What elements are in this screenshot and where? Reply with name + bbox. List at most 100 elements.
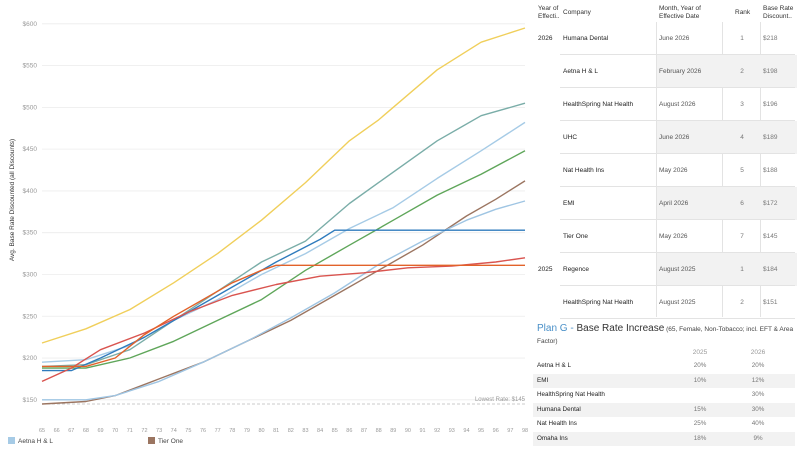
table-row[interactable]: Humana Dental 15% 30%: [533, 402, 795, 417]
row-divider: [560, 153, 795, 154]
increase-title: Plan G - Base Rate Increase (65, Female,…: [537, 323, 797, 347]
x-tick-label: 95: [478, 428, 484, 434]
row-2026: 40%: [751, 420, 765, 427]
table-row[interactable]: Aetna H & L 20% 20%: [533, 359, 795, 373]
row-divider: [560, 318, 795, 319]
row-year: 2025: [538, 266, 553, 273]
series-line-0[interactable]: [41, 27, 526, 344]
header-rank[interactable]: Rank: [735, 9, 751, 16]
row-company: Humana Dental: [563, 35, 609, 42]
table-row[interactable]: EMI April 2026 6 $172: [533, 187, 797, 220]
row-rank: 7: [740, 233, 744, 240]
table-row[interactable]: Aetna H & L February 2026 2 $198: [533, 55, 797, 88]
y-tick-label: $200: [23, 355, 38, 362]
row-month: June 2026: [659, 35, 690, 42]
row-company: Aetna H & L: [537, 362, 571, 369]
col-divider: [760, 22, 761, 317]
series-line-3[interactable]: [42, 150, 526, 369]
row-company: Aetna H & L: [563, 68, 599, 75]
row-company: UHC: [563, 134, 578, 141]
row-rate: $198: [761, 55, 797, 88]
table-row[interactable]: Nat Health Ins May 2026 5 $188: [533, 154, 795, 187]
row-2026: 30%: [751, 405, 765, 413]
table-row[interactable]: Tier One May 2026 7 $145: [533, 220, 795, 253]
row-rank: 2: [723, 55, 761, 88]
row-company: HealthSpring Nat Health: [563, 299, 634, 306]
series-line-8[interactable]: [42, 264, 525, 368]
series-line-2[interactable]: [41, 121, 526, 363]
col-divider: [722, 22, 723, 317]
lowest-rate-label: Lowest Rate: $145: [475, 397, 526, 403]
header-rate[interactable]: Base Rate Discount..: [763, 5, 794, 20]
row-rank: 6: [723, 187, 761, 220]
row-rate: $196: [763, 101, 778, 108]
table-row[interactable]: Nat Health Ins 25% 40%: [533, 417, 795, 431]
row-month: August 2026: [659, 101, 696, 108]
x-tick-label: 84: [317, 428, 323, 434]
series-line-4[interactable]: [41, 180, 526, 405]
row-month: May 2026: [659, 167, 688, 174]
x-tick-label: 77: [215, 428, 221, 434]
table-row[interactable]: Omaha Ins 18% 9%: [533, 431, 795, 446]
series-line-5[interactable]: [42, 200, 526, 401]
x-tick-label: 93: [449, 428, 455, 434]
row-month: May 2026: [659, 233, 688, 240]
increase-col-2025[interactable]: 2025: [692, 349, 708, 356]
header-month[interactable]: Month, Year of Effective Date: [659, 5, 701, 20]
row-month: June 2026: [657, 121, 723, 154]
row-rate: $151: [763, 299, 778, 306]
x-tick-label: 96: [493, 428, 499, 434]
legend-swatch: [8, 437, 15, 444]
row-month: April 2026: [657, 187, 723, 220]
legend-label: Aetna H & L: [18, 438, 54, 445]
row-2025: 20%: [693, 362, 707, 369]
row-2026: 20%: [751, 362, 765, 369]
row-company: Nat Health Ins: [537, 420, 577, 427]
x-tick-label: 73: [156, 428, 162, 434]
row-company: Nat Health Ins: [563, 167, 605, 174]
row-divider: [560, 186, 795, 187]
table-row[interactable]: 2026 Humana Dental June 2026 1 $218: [533, 22, 795, 55]
x-tick-label: 70: [112, 428, 118, 434]
legend-item-tier-one[interactable]: Tier One: [148, 437, 183, 445]
y-tick-label: $450: [23, 146, 38, 153]
table-row[interactable]: HealthSpring Nat Health August 2026 3 $196: [533, 88, 795, 121]
row-rate: $172: [761, 187, 797, 220]
row-rate: $189: [761, 121, 797, 154]
title-dash: -: [567, 323, 577, 334]
legend-swatch: [148, 437, 155, 444]
table-row[interactable]: 2025 Regence August 2025 1 $184: [533, 253, 797, 286]
row-rank: 2: [740, 299, 744, 306]
x-tick-label: 68: [83, 428, 89, 434]
y-tick-label: $250: [23, 313, 38, 320]
row-2026: 30%: [751, 391, 765, 398]
row-company: HealthSpring Nat Health: [537, 391, 605, 398]
row-rate: $188: [763, 167, 778, 174]
x-tick-label: 87: [361, 428, 367, 434]
x-tick-label: 69: [97, 428, 103, 434]
row-divider: [560, 252, 795, 253]
x-tick-label: 74: [171, 428, 177, 434]
header-year[interactable]: Year of Effecti..: [538, 5, 560, 20]
table-row[interactable]: UHC June 2026 4 $189: [533, 121, 797, 154]
row-month: August 2025: [657, 253, 723, 286]
legend-item-aetna[interactable]: Aetna H & L: [8, 437, 53, 445]
row-2025: 18%: [693, 434, 707, 442]
right-panel: Year of Effecti.. Company Month, Year of…: [533, 0, 800, 450]
row-company: EMI: [537, 376, 549, 384]
row-company: Omaha Ins: [537, 434, 568, 442]
table-row[interactable]: HealthSpring Nat Health August 2025 2 $151: [533, 286, 795, 319]
series-line-1[interactable]: [41, 102, 526, 368]
header-company[interactable]: Company: [563, 9, 591, 16]
x-tick-label: 97: [507, 428, 513, 434]
table-row[interactable]: EMI 10% 12%: [533, 373, 795, 388]
increase-col-2026[interactable]: 2026: [750, 349, 766, 356]
x-tick-label: 75: [185, 428, 191, 434]
table-row[interactable]: HealthSpring Nat Health 30%: [533, 388, 795, 402]
row-company: Humana Dental: [537, 405, 581, 413]
x-tick-label: 98: [522, 428, 528, 434]
row-2025: 10%: [693, 376, 707, 384]
y-tick-label: $550: [23, 63, 38, 70]
series-line-7[interactable]: [41, 257, 526, 383]
series-line-6[interactable]: [42, 229, 525, 372]
